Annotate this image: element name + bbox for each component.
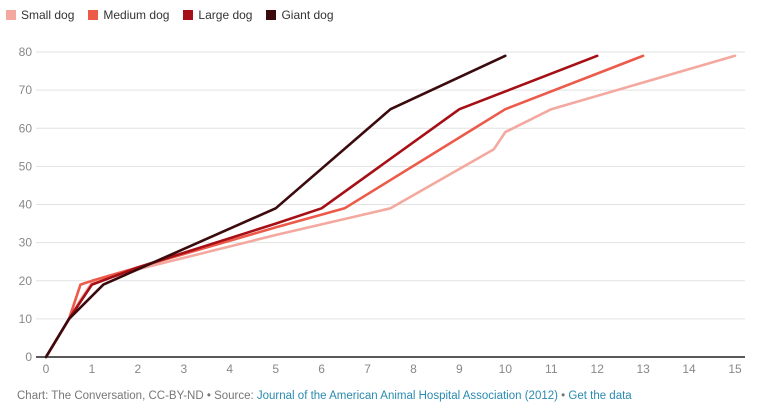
y-tick-label: 70: [19, 83, 33, 97]
legend-label: Small dog: [21, 8, 75, 22]
x-tick-label: 12: [591, 362, 605, 376]
series-line-small-dog: [44, 54, 737, 359]
credit-text: Chart: The Conversation, CC-BY-ND: [17, 390, 204, 402]
legend-item: Large dog: [183, 8, 252, 22]
series-line-giant-dog: [44, 54, 507, 359]
x-tick-label: 7: [364, 362, 371, 376]
y-tick-label: 50: [19, 159, 33, 173]
x-tick-label: 6: [318, 362, 325, 376]
legend-swatch: [183, 10, 194, 20]
x-tick-label: 11: [545, 362, 558, 376]
x-tick-label: 14: [682, 362, 696, 376]
chart-footer: Chart: The Conversation, CC-BY-ND • Sour…: [17, 390, 632, 402]
x-tick-label: 9: [456, 362, 463, 376]
legend-swatch: [6, 10, 16, 20]
legend-label: Large dog: [198, 8, 253, 22]
y-tick-label: 10: [19, 312, 33, 326]
x-tick-label: 15: [728, 362, 742, 376]
legend-label: Medium dog: [103, 8, 170, 22]
get-data-link[interactable]: Get the data: [568, 390, 632, 402]
legend-item: Medium dog: [88, 8, 169, 22]
legend-swatch: [88, 10, 99, 20]
y-tick-label: 20: [19, 274, 33, 288]
legend: Small dog Medium dog Large dog Giant dog: [6, 8, 334, 22]
y-tick-label: 30: [19, 236, 33, 250]
x-tick-label: 8: [410, 362, 417, 376]
series-line-medium-dog: [44, 54, 645, 359]
x-tick-label: 10: [499, 362, 513, 376]
y-tick-label: 60: [19, 121, 33, 135]
series-line-large-dog: [44, 54, 599, 359]
y-tick-label: 0: [25, 350, 32, 364]
x-tick-label: 13: [636, 362, 650, 376]
x-tick-label: 4: [226, 362, 233, 376]
x-tick-label: 5: [272, 362, 279, 376]
x-tick-label: 0: [43, 362, 50, 376]
x-tick-label: 2: [135, 362, 142, 376]
legend-swatch: [266, 10, 277, 20]
legend-item: Giant dog: [266, 8, 334, 22]
legend-label: Giant dog: [281, 8, 334, 22]
y-tick-label: 80: [19, 45, 33, 59]
legend-item: Small dog: [6, 8, 74, 22]
source-link[interactable]: Journal of the American Animal Hospital …: [256, 390, 558, 402]
y-tick-label: 40: [19, 198, 33, 212]
x-tick-label: 1: [89, 362, 96, 376]
x-tick-label: 3: [180, 362, 187, 376]
